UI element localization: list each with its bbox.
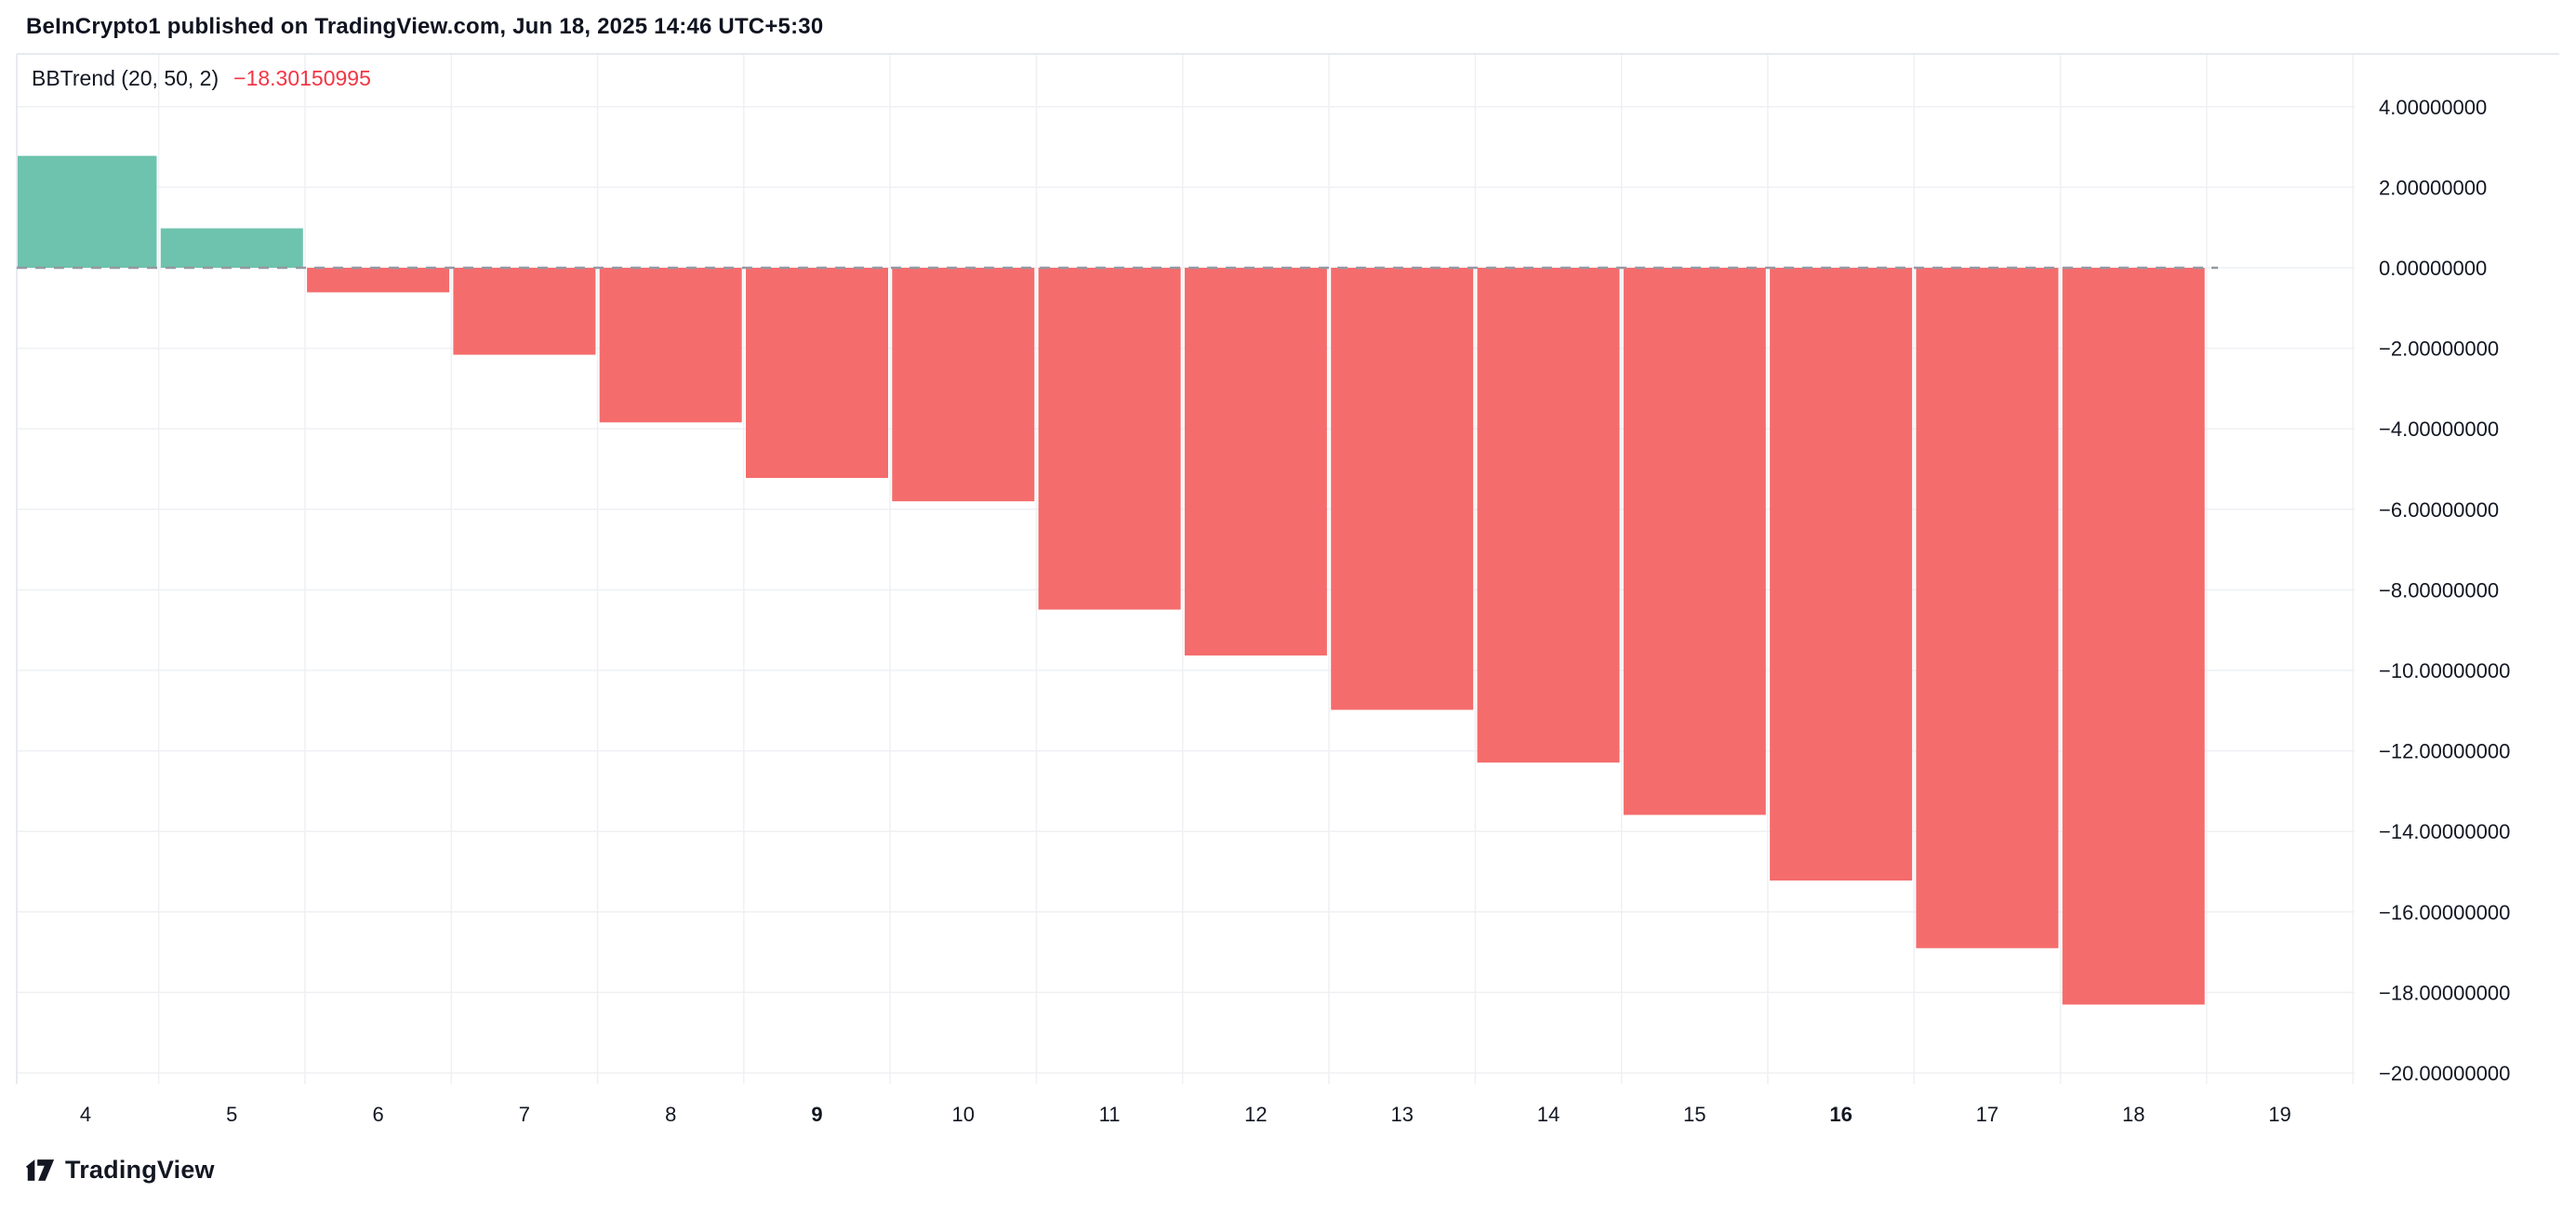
indicator-legend: BBTrend (20, 50, 2) −18.30150995 <box>32 66 371 91</box>
y-axis-label: −10.00000000 <box>2379 659 2510 682</box>
indicator-value: −18.30150995 <box>233 66 371 90</box>
x-axis-label: 16 <box>1829 1103 1852 1126</box>
bbtrend-bar <box>160 228 303 268</box>
y-axis-label: −2.00000000 <box>2379 338 2499 361</box>
y-axis-label: 2.00000000 <box>2379 176 2487 199</box>
tradingview-logo-icon <box>25 1159 55 1181</box>
bbtrend-bar <box>1770 268 1913 881</box>
x-axis-label: 8 <box>665 1103 676 1126</box>
y-axis-label: −18.00000000 <box>2379 981 2510 1004</box>
x-axis-label: 14 <box>1537 1103 1560 1126</box>
x-axis-label: 10 <box>952 1103 975 1126</box>
tradingview-attribution[interactable]: TradingView <box>24 1156 215 1185</box>
bbtrend-bar <box>1331 268 1474 710</box>
y-axis-label: −16.00000000 <box>2379 901 2510 924</box>
x-axis-label: 11 <box>1099 1103 1121 1126</box>
bbtrend-bar <box>892 268 1035 502</box>
bbtrend-bar <box>1477 268 1620 763</box>
bbtrend-bar <box>453 268 596 355</box>
x-axis-label: 15 <box>1683 1103 1706 1126</box>
bbtrend-bar <box>18 155 157 268</box>
bbtrend-bar <box>1916 268 2059 948</box>
x-axis-label: 19 <box>2268 1103 2291 1126</box>
x-axis-label: 17 <box>1976 1103 1998 1126</box>
attribution-text: BeInCrypto1 published on TradingView.com… <box>26 14 824 39</box>
y-axis-label: −12.00000000 <box>2379 740 2510 763</box>
y-axis-label: −6.00000000 <box>2379 498 2499 522</box>
x-axis-label: 4 <box>80 1103 91 1126</box>
bbtrend-bar <box>746 268 888 479</box>
y-axis-label: −14.00000000 <box>2379 820 2510 843</box>
y-axis-label: −20.00000000 <box>2379 1062 2510 1085</box>
y-axis-label: −4.00000000 <box>2379 417 2499 441</box>
tradingview-brand-label: TradingView <box>65 1156 215 1184</box>
bbtrend-bar <box>1038 268 1181 610</box>
x-axis-label: 9 <box>811 1103 822 1126</box>
bbtrend-bar <box>1623 268 1766 815</box>
x-axis-label: 7 <box>519 1103 530 1126</box>
x-axis-label: 6 <box>372 1103 383 1126</box>
x-axis-label: 13 <box>1390 1103 1413 1126</box>
y-axis-label: 0.00000000 <box>2379 257 2487 280</box>
x-axis-label: 18 <box>2122 1103 2144 1126</box>
bbtrend-bar <box>307 268 450 293</box>
x-axis-label: 5 <box>226 1103 237 1126</box>
bbtrend-bar <box>599 268 742 423</box>
y-axis-label: 4.00000000 <box>2379 96 2487 119</box>
x-axis-label: 12 <box>1244 1103 1267 1126</box>
bbtrend-bar <box>2062 268 2205 1005</box>
bbtrend-bar <box>1184 268 1327 655</box>
y-axis-label: −8.00000000 <box>2379 578 2499 602</box>
indicator-title: BBTrend (20, 50, 2) <box>32 66 219 90</box>
